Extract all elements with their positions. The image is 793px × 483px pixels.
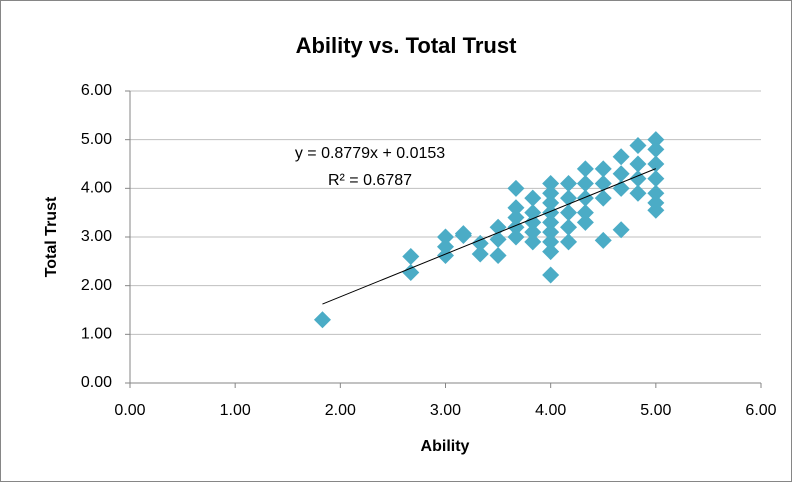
data-point [542,213,560,231]
data-point [524,189,542,207]
data-point [560,233,578,251]
data-point [576,174,594,192]
y-tick-label: 6.00 [81,82,112,99]
data-point [542,184,560,202]
data-point [629,137,647,155]
data-point [647,155,665,173]
data-point [647,201,665,219]
data-point [576,213,594,231]
trendline-r-squared: R² = 0.6787 [328,172,412,189]
data-point [524,233,542,251]
data-point [542,204,560,222]
data-point [594,231,612,249]
data-point [612,148,630,166]
data-point [576,189,594,207]
trendline [322,168,657,305]
data-point [542,223,560,241]
x-tick-label: 1.00 [220,402,251,419]
data-point [629,155,647,173]
data-point [647,131,665,149]
data-point [647,170,665,188]
data-point [507,218,525,236]
data-point [402,247,420,265]
data-point [402,264,420,282]
data-point [489,230,507,248]
y-tick-label: 0.00 [81,374,112,391]
data-point [542,194,560,212]
x-tick-label: 0.00 [114,402,145,419]
data-point [576,160,594,178]
x-tick-label: 6.00 [745,402,776,419]
y-axis-label: Total Trust [43,196,60,277]
data-point [629,184,647,202]
data-point [489,246,507,264]
data-point [647,140,665,158]
data-point [471,234,489,252]
data-point [313,311,331,329]
data-point [647,184,665,202]
x-tick-label: 3.00 [430,402,461,419]
data-point [542,266,560,284]
data-point [507,179,525,197]
data-point [560,174,578,192]
data-point [437,246,454,264]
data-point [471,245,489,263]
data-point [560,204,578,222]
data-point [576,204,594,222]
data-point [437,238,454,256]
x-tick-label: 2.00 [325,402,356,419]
x-tick-label: 5.00 [640,402,671,419]
data-point [594,174,612,192]
data-point [612,165,630,183]
data-point [542,233,560,251]
data-point [542,174,560,192]
chart-title: Ability vs. Total Trust [296,33,518,58]
y-tick-label: 5.00 [81,131,112,148]
data-point [507,228,525,246]
y-tick-label: 1.00 [81,326,112,343]
plot-area: 0.00 1.00 2.00 3.00 4.00 5.00 6.00 0.00 1.00 2.00… [81,82,777,419]
data-point [612,221,630,239]
data-point [594,189,612,207]
data-point [454,227,472,245]
y-tick-label: 2.00 [81,277,112,294]
x-axis-label: Ability [421,438,470,455]
data-point [507,199,525,217]
data-point [524,213,542,231]
data-point [594,160,612,178]
data-point [507,209,525,227]
data-point [560,218,578,236]
data-point [437,228,454,246]
y-tick-label: 3.00 [81,228,112,245]
y-tick-label: 4.00 [81,180,112,197]
trendline-equation: y = 0.8779x + 0.0153 [295,145,445,162]
data-point [524,223,542,241]
x-tick-label: 4.00 [535,402,566,419]
data-point [542,243,560,261]
